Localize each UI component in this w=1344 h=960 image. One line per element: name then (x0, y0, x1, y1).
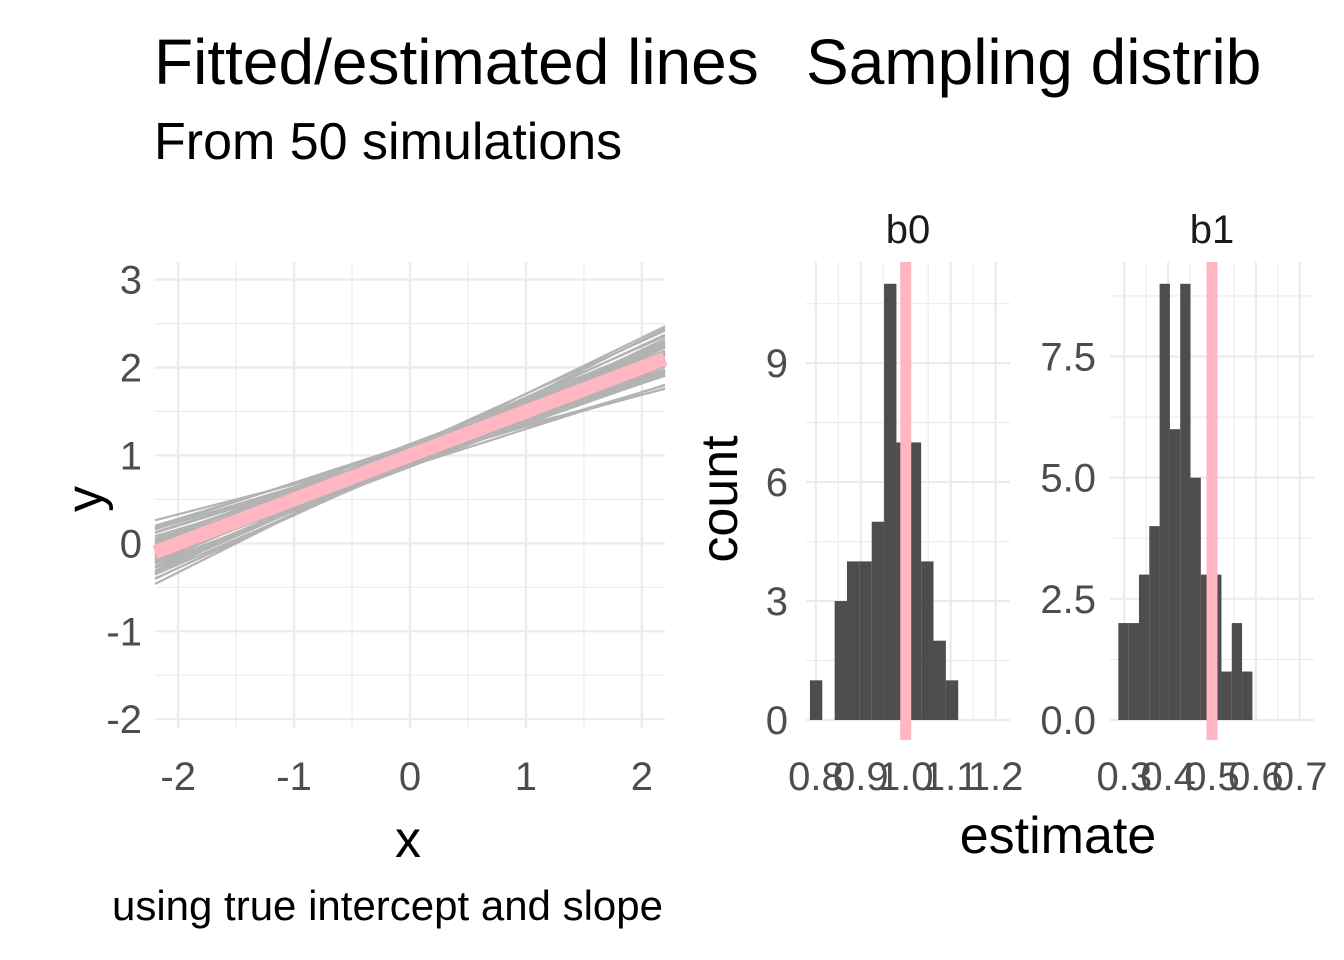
left-plot-caption: using true intercept and slope (112, 882, 663, 929)
histogram-bar (884, 283, 897, 720)
x-axis-title: x (395, 811, 421, 869)
y-tick-label: 5.0 (1040, 457, 1096, 501)
x-tick-label: 0.8 (788, 755, 844, 799)
x-tick-label: 1.0 (878, 755, 934, 799)
histogram-bar (1242, 671, 1253, 720)
x-tick-label: 1.2 (968, 755, 1024, 799)
x-tick-label: 0.3 (1096, 755, 1152, 799)
x-tick-label: 1.1 (923, 755, 979, 799)
histogram-bar (1118, 623, 1129, 720)
histogram-bar (1200, 574, 1212, 720)
x-tick-label: 0 (399, 755, 421, 799)
histogram-bar (1231, 623, 1243, 720)
x-tick-label: 0.5 (1184, 755, 1240, 799)
y-tick-label: 3 (766, 580, 788, 624)
x-tick-label: 0.4 (1140, 755, 1196, 799)
y-tick-label: 2.5 (1040, 578, 1096, 622)
histogram-bar (859, 561, 872, 720)
y-tick-label: 0 (120, 522, 142, 566)
x-tick-label: 2 (631, 755, 653, 799)
histogram-bar (1169, 429, 1181, 720)
hist-y-axis-title: count (691, 435, 749, 563)
y-tick-label: -1 (106, 610, 142, 654)
left-plot-subtitle: From 50 simulations (154, 113, 622, 171)
y-tick-label: 3 (120, 259, 142, 303)
histogram-bar (1159, 283, 1170, 720)
y-tick-label: -2 (106, 698, 142, 742)
histogram-bar (933, 640, 946, 720)
histogram-bar (1149, 526, 1160, 720)
hist-x-axis-title: estimate (960, 807, 1157, 865)
histogram-bar (908, 442, 922, 720)
y-tick-label: 1 (120, 434, 142, 478)
y-tick-label: 9 (766, 342, 788, 386)
y-tick-label: 6 (766, 461, 788, 505)
x-tick-label: 0.6 (1228, 755, 1284, 799)
histogram-bar (1180, 283, 1191, 720)
histogram-bar (834, 601, 848, 720)
x-tick-label: -1 (276, 755, 312, 799)
histogram-facets: b0 0.80.91.01.11.2 0 3 6 9 b1 0.30.40.50.60.7 0.… (766, 208, 1328, 799)
facet-b0: b0 0.80.91.01.11.2 0 3 6 9 (766, 208, 1024, 799)
x-tick-label: -2 (160, 755, 196, 799)
histogram-bar (1128, 623, 1139, 720)
true-line-layer (152, 352, 668, 559)
histogram-bar (1138, 574, 1150, 720)
histogram-bar (945, 680, 959, 720)
histogram-bar (847, 561, 860, 720)
histogram-bar (921, 561, 934, 720)
x-tick-label: 0.9 (833, 755, 889, 799)
right-plot-title: Sampling distrib (806, 26, 1261, 98)
histogram-bar (871, 521, 885, 720)
true-line (152, 352, 668, 559)
y-tick-label: 0.0 (1040, 699, 1096, 743)
facet-strip-label: b0 (886, 208, 931, 252)
y-tick-label: 2 (120, 347, 142, 391)
histogram-bar (809, 680, 823, 720)
y-axis-title: y (56, 486, 114, 512)
histogram-bar (1221, 671, 1232, 720)
x-tick-label: 1 (515, 755, 537, 799)
y-tick-label: 7.5 (1040, 336, 1096, 380)
histogram-bar (1190, 477, 1201, 720)
left-plot-title: Fitted/estimated lines (154, 26, 759, 98)
left-axis-labels: -2 -1 0 1 2 -2 -1 0 1 2 3 (106, 259, 653, 799)
facet-strip-label: b1 (1190, 208, 1235, 252)
facet-b1: b1 0.30.40.50.60.7 0.0 2.5 5.0 7.5 (1040, 208, 1327, 799)
x-tick-label: 0.7 (1272, 755, 1328, 799)
left-panel-grid (155, 262, 665, 728)
y-tick-label: 0 (766, 699, 788, 743)
